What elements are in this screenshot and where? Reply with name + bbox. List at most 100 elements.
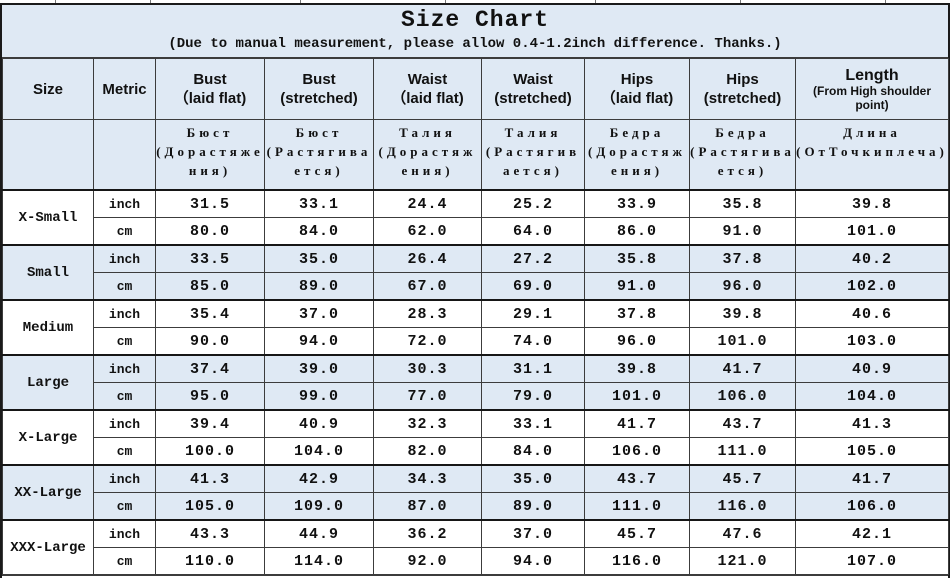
measurement-cell: 44.9 xyxy=(264,519,374,548)
measurement-cell: 101.0 xyxy=(689,327,796,356)
measurement-cell: 106.0 xyxy=(584,437,690,466)
measurement-cell: 35.8 xyxy=(584,244,690,273)
measurement-cell: 29.1 xyxy=(481,299,585,328)
measurement-cell: 24.4 xyxy=(373,189,482,218)
measurement-cell: 92.0 xyxy=(373,547,482,575)
metric-label: inch xyxy=(93,464,156,493)
russian-name: Бюст xyxy=(186,125,234,140)
size-chart-table: Size Metric Bust （laid flat) Bust (stret… xyxy=(2,58,949,575)
measurement-cell: 82.0 xyxy=(373,437,482,466)
measurement-cell: 37.0 xyxy=(264,299,374,328)
table-row: Medium inch 35.4 37.0 28.3 29.1 37.8 39.… xyxy=(2,299,949,356)
table-row: X-Large inch 39.4 40.9 32.3 33.1 41.7 43… xyxy=(2,409,949,466)
measurement-cell: 41.7 xyxy=(584,409,690,438)
header-row-russian: Бюст (Дорастяжения) Бюст (Растягивается)… xyxy=(2,119,949,191)
page-subtitle: (Due to manual measurement, please allow… xyxy=(168,36,782,52)
col-header-line1: Bust xyxy=(302,71,336,88)
measurement-cell: 25.2 xyxy=(481,189,585,218)
measurement-cell: 34.3 xyxy=(373,464,482,493)
col-header-line2: （laid flat) xyxy=(600,90,674,107)
measurement-cell: 77.0 xyxy=(373,382,482,411)
russian-name: Длина xyxy=(843,125,901,140)
measurement-cell: 40.9 xyxy=(795,354,949,383)
sku-label: SKU: E1361 xyxy=(2,575,948,578)
measurement-cell: 37.0 xyxy=(481,519,585,548)
measurement-cell: 79.0 xyxy=(481,382,585,411)
metric-label: inch xyxy=(93,299,156,328)
measurement-cell: 26.4 xyxy=(373,244,482,273)
metric-label: inch xyxy=(93,354,156,383)
measurement-cell: 100.0 xyxy=(155,437,265,466)
col-header-line2: (stretched) xyxy=(280,90,358,107)
metric-label: cm xyxy=(93,327,156,356)
measurement-cell: 28.3 xyxy=(373,299,482,328)
measurement-cell: 40.9 xyxy=(264,409,374,438)
measurement-cell: 33.9 xyxy=(584,189,690,218)
measurement-cell: 41.3 xyxy=(795,409,949,438)
table-row: Small inch 33.5 35.0 26.4 27.2 35.8 37.8… xyxy=(2,244,949,301)
russian-header-waist-laid: Талия (Дорастяжения) xyxy=(373,119,482,191)
measurement-cell: 33.1 xyxy=(264,189,374,218)
grid-tick xyxy=(150,0,151,3)
measurement-cell: 102.0 xyxy=(795,272,949,301)
col-header-hips-stretched: Hips (stretched) xyxy=(689,58,796,120)
measurement-cell: 105.0 xyxy=(795,437,949,466)
grid-tick xyxy=(55,0,56,3)
measurement-cell: 106.0 xyxy=(689,382,796,411)
measurement-cell: 114.0 xyxy=(264,547,374,575)
metric-label: cm xyxy=(93,217,156,246)
size-label: Medium xyxy=(2,299,94,356)
col-header-line1: Waist xyxy=(407,71,448,88)
measurement-cell: 37.8 xyxy=(689,244,796,273)
measurement-cell: 84.0 xyxy=(264,217,374,246)
measurement-cell: 84.0 xyxy=(481,437,585,466)
measurement-cell: 95.0 xyxy=(155,382,265,411)
russian-header-bust-stretched: Бюст (Растягивается) xyxy=(264,119,374,191)
measurement-cell: 33.1 xyxy=(481,409,585,438)
measurement-cell: 90.0 xyxy=(155,327,265,356)
col-header-line2: (From High shoulder point) xyxy=(813,83,931,112)
measurement-cell: 36.2 xyxy=(373,519,482,548)
measurement-cell: 80.0 xyxy=(155,217,265,246)
measurement-cell: 101.0 xyxy=(795,217,949,246)
table-row: cm 95.0 99.0 77.0 79.0 101.0 106.0 104.0 xyxy=(3,382,949,411)
measurement-cell: 39.8 xyxy=(584,354,690,383)
size-label: XX-Large xyxy=(2,464,94,521)
header-row-english: Size Metric Bust （laid flat) Bust (stret… xyxy=(2,58,949,120)
measurement-cell: 35.0 xyxy=(481,464,585,493)
col-header-line2: (stretched) xyxy=(703,90,782,107)
russian-name: Талия xyxy=(504,125,562,140)
table-row: Large inch 37.4 39.0 30.3 31.1 39.8 41.7… xyxy=(2,354,949,411)
russian-paren: (Растягивается) xyxy=(485,144,581,178)
measurement-cell: 121.0 xyxy=(689,547,796,575)
measurement-cell: 89.0 xyxy=(481,492,585,521)
measurement-cell: 111.0 xyxy=(584,492,690,521)
russian-header-empty xyxy=(2,119,94,191)
measurement-cell: 45.7 xyxy=(584,519,690,548)
measurement-cell: 35.8 xyxy=(689,189,796,218)
measurement-cell: 91.0 xyxy=(584,272,690,301)
russian-header-empty xyxy=(93,119,156,191)
measurement-cell: 104.0 xyxy=(264,437,374,466)
measurement-cell: 39.4 xyxy=(155,409,265,438)
title-band: Size Chart (Due to manual measurement, p… xyxy=(2,5,948,58)
measurement-cell: 104.0 xyxy=(795,382,949,411)
measurement-cell: 87.0 xyxy=(373,492,482,521)
measurement-cell: 42.1 xyxy=(795,519,949,548)
col-header-line2: （laid flat) xyxy=(391,90,464,107)
measurement-cell: 91.0 xyxy=(689,217,796,246)
col-header-line1: Hips xyxy=(620,71,654,88)
russian-paren: (Дорастяжения) xyxy=(378,144,477,178)
russian-header-length: Длина (ОтТочкиплеча) xyxy=(795,119,949,191)
size-label: X-Large xyxy=(2,409,94,466)
measurement-cell: 31.5 xyxy=(155,189,265,218)
metric-label: inch xyxy=(93,519,156,548)
measurement-cell: 42.9 xyxy=(264,464,374,493)
col-header-waist-laid: Waist （laid flat) xyxy=(373,58,482,120)
measurement-cell: 35.0 xyxy=(264,244,374,273)
col-header-waist-stretched: Waist (stretched) xyxy=(481,58,585,120)
table-row: cm 85.0 89.0 67.0 69.0 91.0 96.0 102.0 xyxy=(3,272,949,301)
measurement-cell: 41.7 xyxy=(689,354,796,383)
col-header-line1: Hips xyxy=(726,71,759,88)
grid-tick xyxy=(595,0,596,3)
